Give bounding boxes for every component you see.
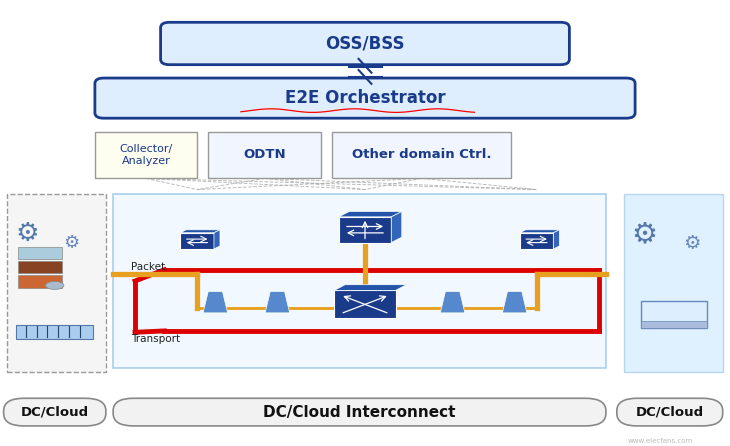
Text: DC/Cloud Interconnect: DC/Cloud Interconnect — [264, 405, 456, 420]
Polygon shape — [520, 230, 559, 233]
Text: ⚙: ⚙ — [16, 221, 39, 247]
Bar — [624, 194, 723, 372]
Bar — [334, 290, 396, 318]
Polygon shape — [339, 211, 402, 217]
Polygon shape — [553, 230, 559, 249]
Polygon shape — [502, 292, 527, 313]
Bar — [95, 132, 197, 178]
Polygon shape — [440, 292, 465, 313]
Bar — [16, 325, 93, 339]
FancyBboxPatch shape — [113, 398, 606, 426]
Bar — [520, 233, 553, 249]
Text: ⚙: ⚙ — [683, 234, 701, 252]
Polygon shape — [391, 211, 402, 243]
Polygon shape — [203, 292, 228, 313]
Bar — [18, 261, 62, 273]
Text: Transport: Transport — [131, 334, 180, 344]
Text: DC/Cloud: DC/Cloud — [636, 405, 704, 419]
Bar — [18, 275, 62, 288]
Polygon shape — [214, 230, 220, 249]
Text: E2E Orchestrator: E2E Orchestrator — [285, 89, 445, 107]
Text: www.elecfans.com: www.elecfans.com — [628, 438, 693, 444]
Bar — [180, 233, 214, 249]
Bar — [208, 132, 321, 178]
Text: Other domain Ctrl.: Other domain Ctrl. — [352, 149, 491, 161]
Text: DC/Cloud: DC/Cloud — [20, 405, 89, 419]
Bar — [332, 132, 511, 178]
FancyBboxPatch shape — [161, 22, 569, 65]
Text: OSS/BSS: OSS/BSS — [326, 34, 404, 53]
Text: ⚙: ⚙ — [64, 234, 80, 252]
FancyBboxPatch shape — [4, 398, 106, 426]
Text: ⚙: ⚙ — [631, 220, 658, 248]
Polygon shape — [180, 230, 220, 233]
Text: ODTN: ODTN — [243, 149, 286, 161]
Bar — [18, 247, 62, 259]
Bar — [113, 194, 606, 368]
Text: Collector/
Analyzer: Collector/ Analyzer — [120, 144, 172, 166]
Polygon shape — [265, 292, 290, 313]
FancyBboxPatch shape — [617, 398, 723, 426]
FancyBboxPatch shape — [95, 78, 635, 118]
Bar — [641, 301, 707, 328]
Bar — [641, 321, 707, 328]
Text: Packet: Packet — [131, 262, 166, 272]
Bar — [339, 217, 391, 243]
Polygon shape — [334, 285, 407, 290]
Bar — [7, 194, 106, 372]
Ellipse shape — [45, 281, 64, 289]
